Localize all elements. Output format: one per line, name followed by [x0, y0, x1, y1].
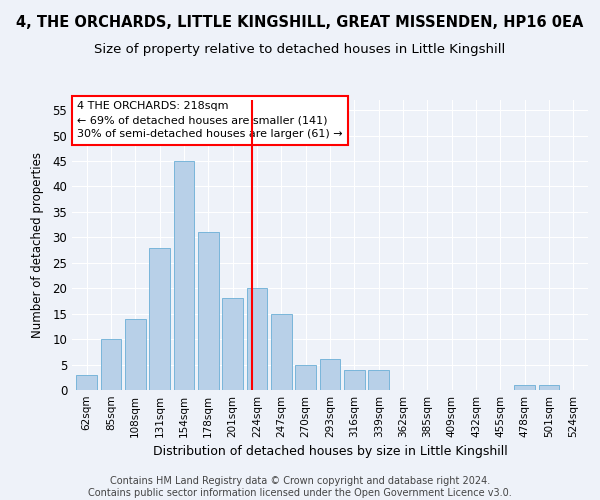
Bar [247, 288, 268, 390]
Bar [320, 360, 340, 390]
Bar [539, 385, 559, 390]
Y-axis label: Number of detached properties: Number of detached properties [31, 152, 44, 338]
Bar [368, 370, 389, 390]
Bar [173, 161, 194, 390]
Bar [101, 339, 121, 390]
Text: 4, THE ORCHARDS, LITTLE KINGSHILL, GREAT MISSENDEN, HP16 0EA: 4, THE ORCHARDS, LITTLE KINGSHILL, GREAT… [16, 15, 584, 30]
Bar [295, 364, 316, 390]
Text: 4 THE ORCHARDS: 218sqm
← 69% of detached houses are smaller (141)
30% of semi-de: 4 THE ORCHARDS: 218sqm ← 69% of detached… [77, 102, 343, 140]
Bar [125, 319, 146, 390]
Bar [149, 248, 170, 390]
X-axis label: Distribution of detached houses by size in Little Kingshill: Distribution of detached houses by size … [152, 446, 508, 458]
Bar [76, 374, 97, 390]
Bar [222, 298, 243, 390]
Bar [344, 370, 365, 390]
Bar [514, 385, 535, 390]
Text: Size of property relative to detached houses in Little Kingshill: Size of property relative to detached ho… [94, 42, 506, 56]
Bar [271, 314, 292, 390]
Text: Contains HM Land Registry data © Crown copyright and database right 2024.
Contai: Contains HM Land Registry data © Crown c… [88, 476, 512, 498]
Bar [198, 232, 218, 390]
